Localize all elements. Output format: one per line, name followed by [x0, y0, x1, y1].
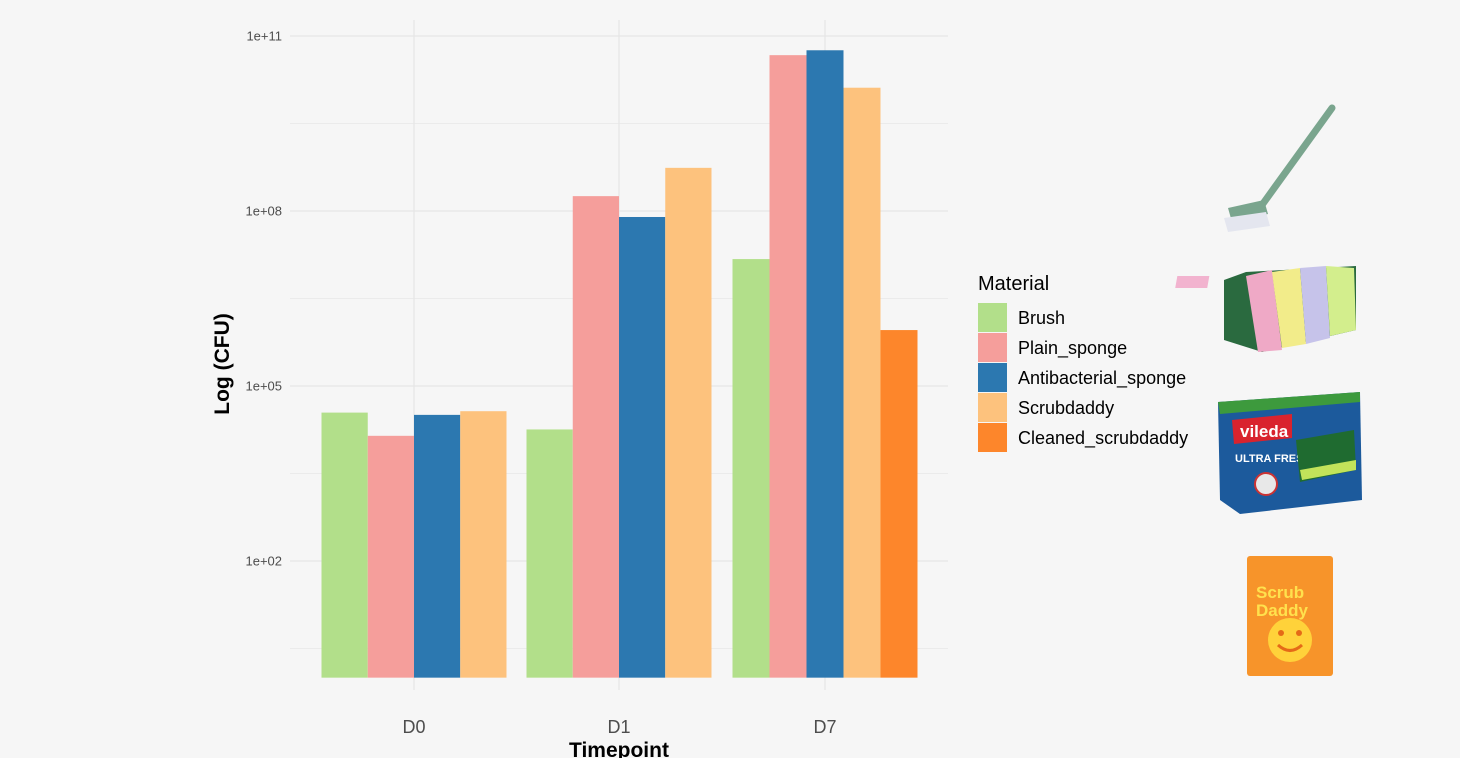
y-tick-label: 1e+08: [245, 204, 282, 219]
brush-icon: [1224, 104, 1336, 232]
vileda-pack-icon: vileda ULTRA FRESH: [1218, 392, 1362, 514]
bar-brush-d1: [526, 429, 573, 678]
bar-scrubdaddy-d0: [460, 411, 507, 678]
bar-brush-d0: [321, 412, 368, 678]
legend-key-antibacterial_sponge: [978, 363, 1007, 392]
x-tick-label: D0: [402, 717, 425, 737]
legend-label: Cleaned_scrubdaddy: [1018, 428, 1188, 449]
bar-antibacterial_sponge-d7: [806, 50, 844, 678]
bar-cleaned_scrubdaddy-d7: [880, 330, 918, 678]
x-tick-label: D1: [607, 717, 630, 737]
legend-label: Plain_sponge: [1018, 338, 1127, 359]
legend: Material Brush Plain_sponge Antibacterial_…: [978, 273, 1188, 452]
svg-text:Daddy: Daddy: [1256, 601, 1309, 620]
bar-antibacterial_sponge-d0: [414, 414, 461, 678]
legend-key-brush: [978, 303, 1007, 332]
sponge-pack-icon: [1175, 266, 1356, 352]
legend-label: Scrubdaddy: [1018, 398, 1114, 418]
bar-plain_sponge-d0: [367, 435, 414, 678]
legend-key-plain_sponge: [978, 333, 1007, 362]
y-axis-ticks: 1e+02 1e+05 1e+08 1e+11: [245, 29, 282, 569]
y-tick-label: 1e+02: [245, 554, 282, 569]
y-axis-title: Log (CFU): [211, 313, 234, 414]
legend-key-scrubdaddy: [978, 393, 1007, 422]
bar-scrubdaddy-d7: [843, 87, 881, 678]
scrub-daddy-pack-icon: Scrub Daddy: [1247, 556, 1333, 676]
x-axis-ticks: D0 D1 D7: [402, 717, 836, 737]
bar-antibacterial_sponge-d1: [619, 216, 666, 678]
bars: [321, 50, 918, 678]
bar-plain_sponge-d7: [769, 55, 807, 678]
legend-key-cleaned_scrubdaddy: [978, 423, 1007, 452]
bar-brush-d7: [732, 259, 770, 678]
legend-label: Brush: [1018, 308, 1065, 328]
svg-text:ULTRA FRESH: ULTRA FRESH: [1235, 453, 1311, 465]
legend-label: Antibacterial_sponge: [1018, 368, 1186, 389]
y-tick-label: 1e+05: [245, 379, 282, 394]
y-tick-label: 1e+11: [246, 29, 282, 44]
legend-title: Material: [978, 273, 1049, 295]
bar-scrubdaddy-d1: [665, 167, 712, 678]
x-axis-title: Timepoint: [569, 739, 669, 758]
x-tick-label: D7: [813, 717, 836, 737]
bar-plain_sponge-d1: [572, 196, 619, 678]
svg-text:vileda: vileda: [1240, 422, 1289, 441]
svg-text:Scrub: Scrub: [1256, 583, 1304, 602]
